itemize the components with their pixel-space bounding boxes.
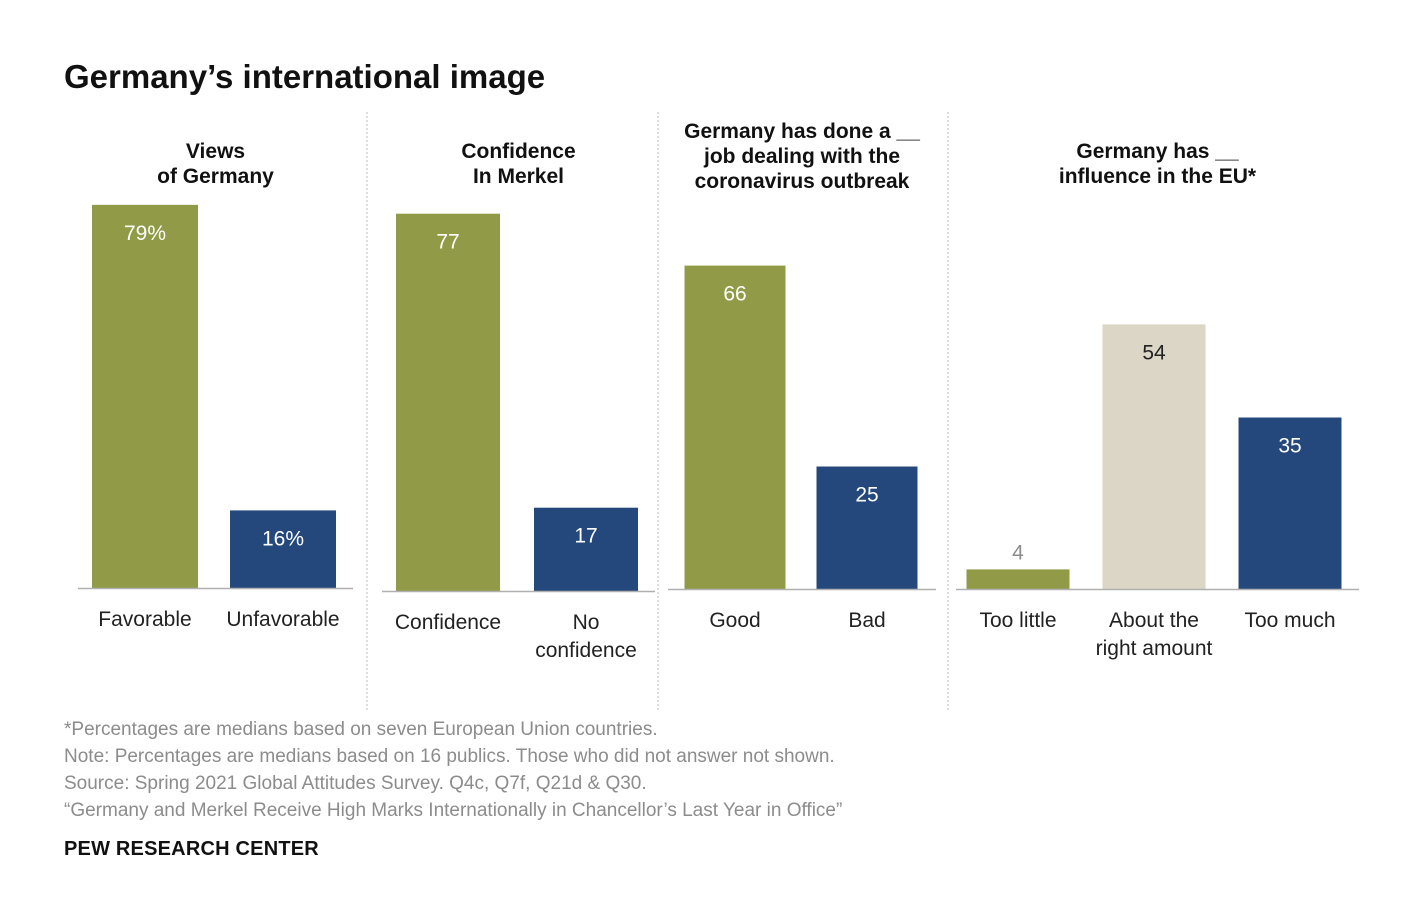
value-label-4-2: 54 — [1142, 341, 1166, 364]
category-label-1-2-line-1: Unfavorable — [226, 608, 339, 631]
value-label-4-3: 35 — [1278, 435, 1301, 458]
bar-1-2 — [230, 510, 336, 588]
bar-1-1 — [92, 204, 198, 588]
value-label-1-1: 79% — [124, 222, 166, 245]
category-label-4-1-line-1: Too little — [979, 609, 1056, 632]
value-label-4-1: 4 — [1012, 541, 1024, 564]
panel-2-title-line-1: Confidence — [461, 140, 575, 163]
notes-block: *Percentages are medians based on seven … — [64, 716, 842, 824]
panel-3-title-line-1: Germany has done a __ — [684, 120, 920, 143]
panel-1-title-line-1: Views — [186, 140, 245, 163]
category-label-3-1-line-1: Good — [709, 609, 760, 632]
category-label-3-2-line-1: Bad — [848, 609, 885, 632]
note-medians: Note: Percentages are medians based on 1… — [64, 746, 835, 767]
bar-3-2 — [816, 466, 918, 589]
value-label-3-1: 66 — [723, 283, 746, 306]
value-label-2-1: 77 — [436, 231, 459, 254]
category-label-4-2-line-2: right amount — [1096, 637, 1213, 660]
bar-2-1 — [396, 213, 500, 591]
value-label-3-2: 25 — [855, 484, 878, 507]
category-label-1-1-line-1: Favorable — [98, 608, 191, 631]
category-label-2-2-line-1: No — [573, 611, 600, 634]
source-line: Source: Spring 2021 Global Attitudes Sur… — [64, 773, 647, 794]
pew-research-center-logo: PEW RESEARCH CENTER — [64, 838, 319, 860]
category-label-2-1-line-1: Confidence — [395, 611, 501, 634]
value-label-2-2: 17 — [574, 525, 597, 548]
bar-3-1 — [684, 265, 786, 589]
category-label-4-2-line-1: About the — [1109, 609, 1199, 632]
bar-4-3 — [1238, 417, 1342, 589]
panel-2-title-line-2: In Merkel — [473, 165, 564, 188]
panel-4-title-line-2: influence in the EU* — [1059, 165, 1257, 188]
panel-4-title-line-1: Germany has __ — [1076, 140, 1239, 163]
category-label-4-3-line-1: Too much — [1244, 609, 1335, 632]
bar-4-1 — [966, 569, 1070, 589]
report-title: “Germany and Merkel Receive High Marks I… — [64, 800, 843, 821]
value-label-1-2: 16% — [262, 527, 304, 550]
panel-3-title-line-3: coronavirus outbreak — [695, 170, 910, 193]
bar-2-2 — [534, 507, 638, 591]
category-label-2-2-line-2: confidence — [535, 639, 637, 662]
bar-4-2 — [1102, 324, 1206, 589]
footnote-eu: *Percentages are medians based on seven … — [64, 719, 658, 740]
panel-3-title-line-2: job dealing with the — [703, 145, 900, 168]
panel-1-title-line-2: of Germany — [157, 165, 274, 188]
chart-title: Germany’s international image — [64, 58, 546, 95]
